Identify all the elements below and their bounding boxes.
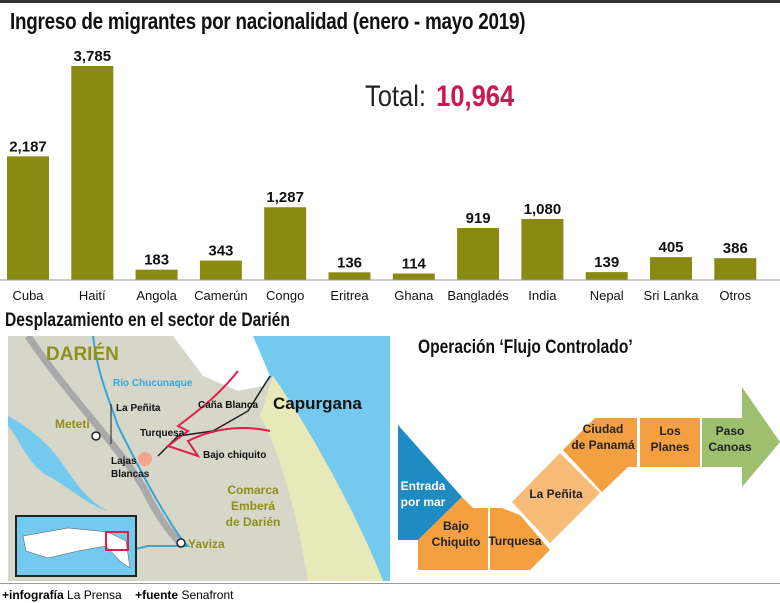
- category-label: Bangladés: [447, 288, 509, 303]
- map-label-blancas: Blancas: [111, 469, 150, 480]
- value-label: 1,080: [524, 201, 562, 218]
- value-label: 183: [144, 252, 169, 269]
- flow-step-label: de Panamá: [571, 438, 635, 452]
- map-label-cana-blanca: Caña Blanca: [198, 400, 258, 411]
- flow-step-label: Ciudad: [583, 422, 624, 436]
- flow-step-shape: [490, 508, 550, 570]
- flow-step-label: Los: [659, 424, 681, 438]
- flow-step-label: por mar: [401, 495, 446, 509]
- flow-step-shape: [640, 418, 700, 467]
- flow-step-label: Turquesa: [488, 534, 541, 548]
- category-label: Cuba: [12, 288, 44, 303]
- value-label: 343: [208, 243, 233, 260]
- value-label: 1,287: [266, 189, 304, 206]
- map-label-embera: Emberá: [231, 499, 275, 513]
- credit-infografia-key: +infografía: [2, 588, 64, 602]
- map-label-lajas: Lajas: [111, 456, 137, 467]
- total-label: Total:: [365, 80, 426, 113]
- map-label-bajo-chiquito: Bajo chiquito: [203, 450, 266, 461]
- map-label-meteti: Meteti: [55, 417, 90, 431]
- flow-title: Operación ‘Flujo Controlado’: [418, 337, 633, 358]
- credit-fuente-key: +fuente: [135, 588, 179, 602]
- bar-Haití: [71, 66, 114, 280]
- flow-step-shape: [702, 387, 780, 487]
- bar-Sri Lanka: [650, 257, 692, 280]
- value-label: 919: [466, 210, 491, 227]
- total: Total: 10,964: [365, 80, 514, 114]
- bar-Otros: [714, 258, 757, 280]
- category-label: Sri Lanka: [644, 288, 700, 303]
- map-label-capurgana: Capurgana: [273, 394, 362, 413]
- category-label: Congo: [266, 288, 304, 303]
- category-label: India: [528, 288, 557, 303]
- category-label: Nepal: [590, 288, 624, 303]
- flow-step-shape: [398, 425, 462, 540]
- value-label: 2,187: [9, 138, 47, 155]
- category-label: Eritrea: [330, 288, 369, 303]
- value-label: 386: [723, 240, 748, 257]
- flow-step-label: Paso: [716, 424, 745, 438]
- bar-Eritrea: [328, 272, 371, 280]
- chart-title: Ingreso de migrantes por nacionalidad (e…: [10, 8, 526, 34]
- flow-diagram: Entrada por mar Bajo Chiquito Turquesa La Peñ…: [398, 387, 780, 570]
- credit-fuente-value: Senafront: [181, 588, 234, 602]
- category-label: Otros: [719, 288, 751, 303]
- value-label: 405: [658, 239, 683, 256]
- flow-step-shape: [563, 418, 637, 492]
- map-label-turquesa: Turquesa: [140, 428, 185, 439]
- flow-step-label: Bajo: [443, 519, 469, 533]
- category-label: Haití: [79, 288, 106, 303]
- darien-map: DARIÉN Río Chucunaque La Peñita Meteti T…: [8, 336, 390, 581]
- flow-step-label: Canoas: [708, 440, 752, 454]
- top-rule: [0, 0, 780, 3]
- bar-Bangladés: [457, 228, 500, 280]
- category-label: Angola: [136, 288, 177, 303]
- bar-Congo: [264, 207, 307, 280]
- category-label: Camerún: [194, 288, 247, 303]
- map-label-comarca: Comarca: [227, 483, 279, 497]
- bar-chart: 2,187 Cuba 3,785 Haití 183 Angola 343 Camerún 1,…: [0, 48, 780, 303]
- bar-Nepal: [585, 272, 628, 280]
- category-label: Ghana: [394, 288, 434, 303]
- flow-step-label: La Peñita: [529, 487, 583, 501]
- bar-Ghana: [392, 273, 435, 280]
- map-title: Desplazamiento en el sector de Darién: [5, 310, 290, 331]
- map-label-river: Río Chucunaque: [113, 378, 193, 389]
- flow-step-label: Entrada: [401, 479, 446, 493]
- bar-Camerún: [199, 260, 242, 280]
- value-label: 139: [594, 254, 619, 271]
- bar-Angola: [135, 269, 178, 280]
- map-label-penita: La Peñita: [116, 403, 161, 414]
- value-label: 3,785: [74, 48, 112, 65]
- bar-Cuba: [7, 156, 49, 280]
- flow-step-label: Chiquito: [432, 535, 481, 549]
- total-value: 10,964: [436, 80, 515, 113]
- credits: +infografía La Prensa +fuente Senafront: [0, 583, 780, 602]
- map-label-de-darien: de Darién: [226, 515, 281, 529]
- map-label-region: DARIÉN: [46, 343, 119, 365]
- flow-step-shape: [512, 453, 600, 543]
- flow-step-shape: [418, 497, 488, 570]
- bar-India: [521, 218, 564, 280]
- credit-infografia-value: La Prensa: [67, 588, 122, 602]
- value-label: 114: [402, 256, 427, 273]
- flow-step-label: Planes: [651, 440, 690, 454]
- map-label-yaviza: Yaviza: [188, 537, 225, 551]
- value-label: 136: [337, 254, 362, 271]
